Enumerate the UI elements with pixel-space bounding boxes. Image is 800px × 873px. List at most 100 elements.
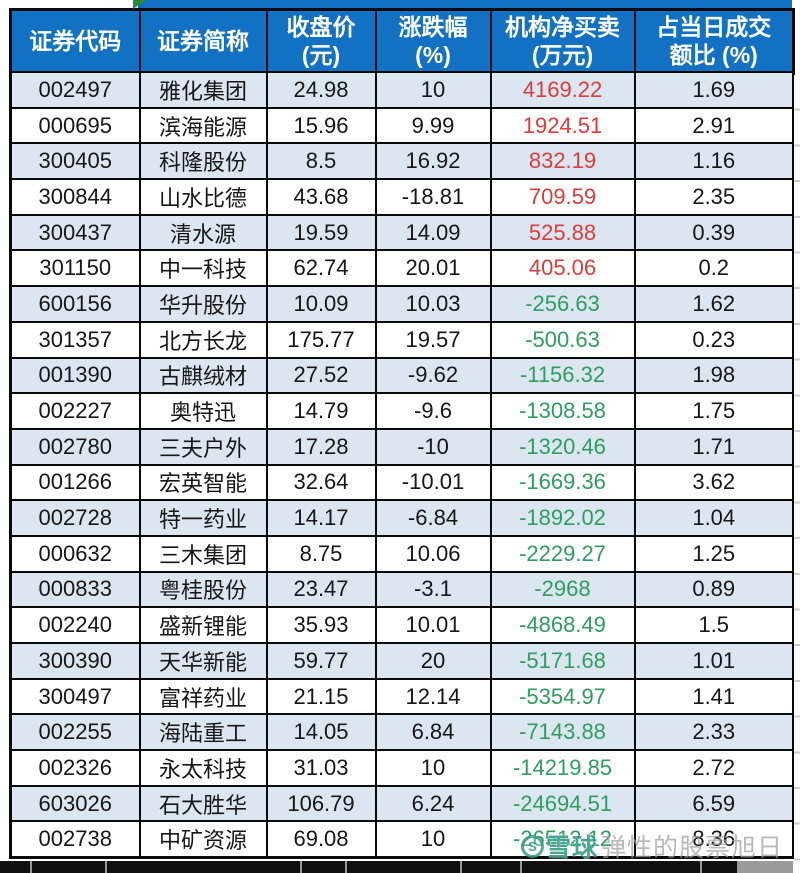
close-price-cell: 14.05 <box>265 713 377 752</box>
security-name-cell: 中一科技 <box>138 249 268 288</box>
col-header-close-line2: (元) <box>301 42 341 68</box>
inst-net-cell: -24694.51 <box>489 784 636 823</box>
inst-net-cell: -500.63 <box>489 320 636 359</box>
table-row: 002728 特一药业 14.17 -6.84 -1892.02 1.04 <box>9 499 795 537</box>
col-header-change-line2: (%) <box>415 42 451 68</box>
security-name-cell: 盛新锂能 <box>138 606 268 644</box>
table-row: 002780 三夫户外 17.28 -10 -1320.46 1.71 <box>9 427 795 466</box>
security-code-cell: 002326 <box>9 749 141 787</box>
inst-net-cell: -256.63 <box>489 285 636 323</box>
inst-net-cell: -2968 <box>489 570 636 609</box>
table-row: 603026 石大胜华 106.79 6.24 -24694.51 6.59 <box>9 784 795 823</box>
turnover-ratio-cell: 8.36 <box>633 820 795 859</box>
turnover-ratio-cell: 2.35 <box>633 178 795 216</box>
turnover-ratio-cell: 1.98 <box>633 356 795 395</box>
table-row: 000833 粤桂股份 23.47 -3.1 -2968 0.89 <box>9 570 795 609</box>
security-code-cell: 300437 <box>9 213 141 252</box>
turnover-ratio-cell: 1.01 <box>633 642 795 680</box>
close-price-cell: 14.79 <box>265 392 377 430</box>
security-code-cell: 002780 <box>9 427 141 466</box>
turnover-ratio-cell: 2.72 <box>633 749 795 787</box>
change-pct-cell: 6.24 <box>374 784 492 823</box>
inst-net-cell: 1924.51 <box>489 106 636 145</box>
security-name-cell: 科隆股份 <box>138 142 268 181</box>
col-header-ratio: 占当日成交 额比 (%) <box>633 8 795 73</box>
change-pct-cell: 19.57 <box>374 320 492 359</box>
security-code-cell: 000695 <box>9 106 141 145</box>
bottom-crop-band-right <box>737 861 793 873</box>
turnover-ratio-cell: 1.62 <box>633 285 795 323</box>
table-row: 002240 盛新锂能 35.93 10.01 -4868.49 1.5 <box>9 606 795 644</box>
col-header-code-label: 证券代码 <box>29 27 122 54</box>
inst-net-cell: -1156.32 <box>489 356 636 395</box>
table-row: 600156 华升股份 10.09 10.03 -256.63 1.62 <box>9 285 795 323</box>
close-price-cell: 106.79 <box>265 784 377 823</box>
security-code-cell: 300844 <box>9 178 141 216</box>
security-code-cell: 001266 <box>9 463 141 502</box>
table-row: 002738 中矿资源 69.08 10 -26512.12 8.36 <box>9 820 795 859</box>
security-code-cell: 002227 <box>9 392 141 430</box>
col-header-change-line1: 涨跌幅 <box>398 13 468 40</box>
close-price-cell: 17.28 <box>265 427 377 466</box>
security-name-cell: 山水比德 <box>138 178 268 216</box>
security-name-cell: 中矿资源 <box>138 820 268 859</box>
close-price-cell: 35.93 <box>265 606 377 644</box>
change-pct-cell: 10.03 <box>374 285 492 323</box>
inst-net-cell: -1308.58 <box>489 392 636 430</box>
security-name-cell: 北方长龙 <box>138 320 268 359</box>
col-header-ratio-line2: 额比 (%) <box>669 42 758 68</box>
change-pct-cell: 14.09 <box>374 213 492 252</box>
security-code-cell: 002255 <box>9 713 141 752</box>
turnover-ratio-cell: 1.71 <box>633 427 795 466</box>
security-name-cell: 华升股份 <box>138 285 268 323</box>
security-code-cell: 000632 <box>9 534 141 573</box>
change-pct-cell: -3.1 <box>374 570 492 609</box>
security-code-cell: 002497 <box>9 71 141 109</box>
inst-net-cell: -1320.46 <box>489 427 636 466</box>
inst-net-cell: -26512.12 <box>489 820 636 859</box>
inst-net-cell: 709.59 <box>489 178 636 216</box>
turnover-ratio-cell: 1.75 <box>633 392 795 430</box>
col-header-change: 涨跌幅 (%) <box>374 8 492 73</box>
change-pct-cell: 10 <box>374 820 492 859</box>
col-header-code: 证券代码 <box>9 8 141 73</box>
turnover-ratio-cell: 6.59 <box>633 784 795 823</box>
bottom-crop-band <box>0 861 737 873</box>
security-name-cell: 滨海能源 <box>138 106 268 145</box>
security-code-cell: 600156 <box>9 285 141 323</box>
security-name-cell: 永太科技 <box>138 749 268 787</box>
turnover-ratio-cell: 1.69 <box>633 71 795 109</box>
table-row: 301357 北方长龙 175.77 19.57 -500.63 0.23 <box>9 320 795 359</box>
change-pct-cell: 10.01 <box>374 606 492 644</box>
change-pct-cell: -6.84 <box>374 499 492 537</box>
close-price-cell: 8.75 <box>265 534 377 573</box>
security-name-cell: 粤桂股份 <box>138 570 268 609</box>
turnover-ratio-cell: 1.41 <box>633 677 795 716</box>
turnover-ratio-cell: 1.5 <box>633 606 795 644</box>
col-header-close: 收盘价 (元) <box>265 8 377 73</box>
right-margin-strip <box>794 75 800 861</box>
close-price-cell: 23.47 <box>265 570 377 609</box>
change-pct-cell: -10.01 <box>374 463 492 502</box>
inst-net-cell: -14219.85 <box>489 749 636 787</box>
security-code-cell: 301150 <box>9 249 141 288</box>
change-pct-cell: 10.06 <box>374 534 492 573</box>
col-header-net-line1: 机构净买卖 <box>505 13 620 40</box>
change-pct-cell: -9.62 <box>374 356 492 395</box>
turnover-ratio-cell: 0.2 <box>633 249 795 288</box>
security-name-cell: 宏英智能 <box>138 463 268 502</box>
security-code-cell: 002738 <box>9 820 141 859</box>
close-price-cell: 175.77 <box>265 320 377 359</box>
change-pct-cell: 10 <box>374 71 492 109</box>
table-row: 300437 清水源 19.59 14.09 525.88 0.39 <box>9 213 795 252</box>
turnover-ratio-cell: 3.62 <box>633 463 795 502</box>
table-row: 002227 奥特迅 14.79 -9.6 -1308.58 1.75 <box>9 392 795 430</box>
turnover-ratio-cell: 0.39 <box>633 213 795 252</box>
close-price-cell: 19.59 <box>265 213 377 252</box>
security-name-cell: 古麒绒材 <box>138 356 268 395</box>
security-name-cell: 海陆重工 <box>138 713 268 752</box>
close-price-cell: 31.03 <box>265 749 377 787</box>
col-header-name-label: 证券简称 <box>157 27 249 54</box>
close-price-cell: 62.74 <box>265 249 377 288</box>
corner-marker-icon <box>133 0 146 9</box>
